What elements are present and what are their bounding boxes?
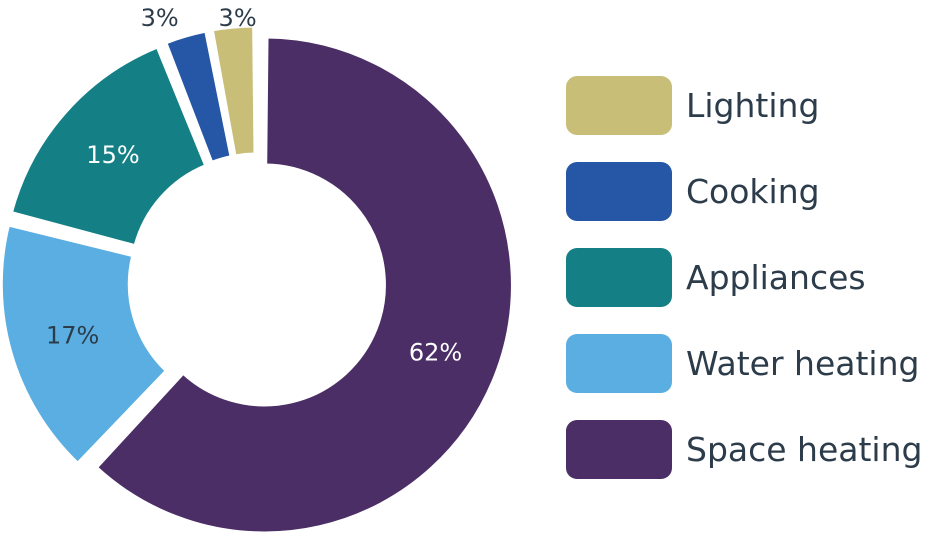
slice-space-heating xyxy=(94,35,514,535)
legend-item-cooking: Cooking xyxy=(566,162,940,221)
donut-chart: 62% 17% 15% 3% 3% xyxy=(0,4,514,535)
legend-swatch-lighting xyxy=(566,76,672,135)
legend-label-lighting: Lighting xyxy=(686,86,820,125)
legend-item-appliances: Appliances xyxy=(566,248,940,307)
slice-lighting xyxy=(210,24,257,158)
legend-label-appliances: Appliances xyxy=(686,258,866,297)
data-label-appliances: 15% xyxy=(86,141,139,169)
legend-swatch-space-heating xyxy=(566,420,672,479)
data-label-lighting: 3% xyxy=(219,4,257,32)
legend-item-lighting: Lighting xyxy=(566,76,940,135)
donut-data-labels: 62% 17% 15% 3% 3% xyxy=(46,4,462,367)
legend-label-water-heating: Water heating xyxy=(686,344,920,383)
legend-label-cooking: Cooking xyxy=(686,172,820,211)
slice-cooking xyxy=(163,29,233,165)
data-label-space-heating: 62% xyxy=(409,339,462,367)
legend-swatch-appliances xyxy=(566,248,672,307)
legend-swatch-cooking xyxy=(566,162,672,221)
legend-label-space-heating: Space heating xyxy=(686,430,923,469)
legend-swatch-water-heating xyxy=(566,334,672,393)
donut-slices xyxy=(0,24,514,535)
legend: Lighting Cooking Appliances Water heatin… xyxy=(566,76,940,506)
data-label-water-heating: 17% xyxy=(46,322,99,350)
legend-item-space-heating: Space heating xyxy=(566,420,940,479)
slice-appliances xyxy=(9,45,208,248)
data-label-cooking: 3% xyxy=(141,4,179,32)
legend-item-water-heating: Water heating xyxy=(566,334,940,393)
slice-water-heating xyxy=(0,223,169,466)
